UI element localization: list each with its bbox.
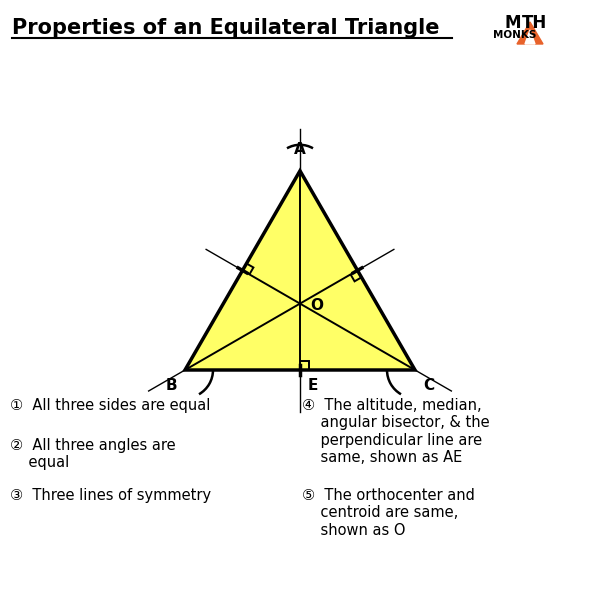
Polygon shape: [525, 30, 535, 44]
Text: E: E: [308, 378, 319, 393]
Polygon shape: [185, 171, 415, 370]
Text: M: M: [505, 14, 521, 32]
Text: ⑤  The orthocenter and
    centroid are same,
    shown as O: ⑤ The orthocenter and centroid are same,…: [302, 488, 475, 538]
Text: ①  All three sides are equal: ① All three sides are equal: [10, 398, 211, 413]
Text: ②  All three angles are
    equal: ② All three angles are equal: [10, 438, 176, 470]
Text: C: C: [423, 378, 434, 393]
Text: MONKS: MONKS: [493, 30, 536, 40]
Text: ③  Three lines of symmetry: ③ Three lines of symmetry: [10, 488, 211, 503]
Text: O: O: [310, 298, 323, 313]
Text: ④  The altitude, median,
    angular bisector, & the
    perpendicular line are
: ④ The altitude, median, angular bisector…: [302, 398, 490, 465]
Polygon shape: [517, 22, 543, 44]
Text: B: B: [166, 378, 177, 393]
Text: Properties of an Equilateral Triangle: Properties of an Equilateral Triangle: [12, 18, 439, 38]
Text: A: A: [294, 142, 306, 157]
Text: TH: TH: [522, 14, 547, 32]
